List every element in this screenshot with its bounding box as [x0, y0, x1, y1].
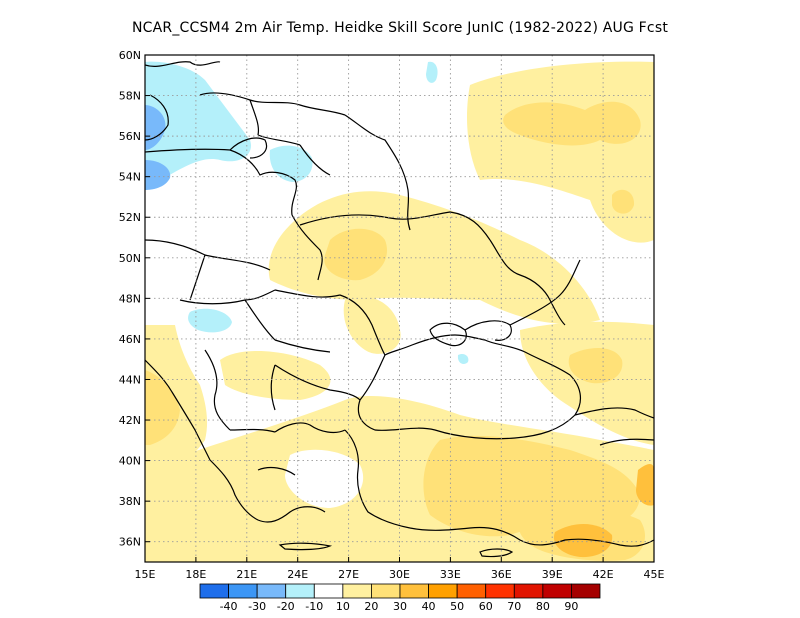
lat-tick-label: 58N [119, 90, 141, 103]
lat-tick-label: 40N [119, 455, 141, 468]
skill-area-romania [220, 350, 331, 400]
coastline-turkey-south [409, 526, 654, 547]
coastline-greece [209, 459, 326, 523]
colorbar-swatch [199, 583, 229, 599]
coastline-black-sea [357, 334, 582, 440]
skill-area-ukraine-core [324, 228, 388, 281]
latitude-axis: 60N 58N 56N 54N 52N 50N 48N 46N 44N 42N 40N 38N 36N [119, 49, 150, 549]
border-ukraine-belarus [299, 211, 491, 241]
colorbar-label: -20 [277, 600, 295, 613]
skill-area-russia-east [612, 189, 635, 214]
lon-tick-label: 39E [542, 568, 563, 581]
colorbar-swatch [371, 583, 401, 599]
island-crete [278, 542, 333, 551]
colorbar-label: -40 [220, 600, 238, 613]
border-moldova [339, 294, 386, 356]
coastlines [145, 61, 654, 558]
lat-tick-label: 56N [119, 130, 141, 143]
colorbar-label: 20 [364, 600, 378, 613]
lon-tick-label: 42E [593, 568, 614, 581]
skill-area-aegean-white [285, 449, 364, 508]
skill-area-anatolia-orange [553, 524, 613, 558]
skill-area-baltic-west [145, 61, 251, 185]
border-central-europe [145, 239, 276, 305]
border-baltic-states [249, 99, 331, 176]
colorbar-label: 70 [507, 600, 521, 613]
colorbar-label: 30 [393, 600, 407, 613]
skill-area-crimea [457, 353, 469, 364]
lat-tick-label: 36N [119, 536, 141, 549]
colorbar-label: 60 [479, 600, 493, 613]
lon-tick-label: 45E [644, 568, 665, 581]
colorbar-label: -10 [305, 600, 323, 613]
lon-tick-label: 30E [389, 568, 410, 581]
skill-area-caucasus-core [568, 348, 623, 384]
colorbar-swatch [485, 583, 515, 599]
lon-tick-label: 15E [135, 568, 156, 581]
coastline-gulf-finland [199, 92, 346, 116]
border-bulgaria [270, 364, 361, 411]
lat-tick-label: 46N [119, 333, 141, 346]
colorbar-label: 40 [422, 600, 436, 613]
skill-area-russia-nw [426, 61, 438, 83]
colorbar-label: -30 [248, 600, 266, 613]
skill-area-caucasus [520, 321, 654, 445]
graticule [145, 55, 654, 562]
coastline-crimea [429, 322, 467, 347]
border-caucasus [574, 407, 654, 446]
island-cyprus [479, 548, 514, 558]
colorbar-swatch [399, 583, 429, 599]
skill-area-russia-core [503, 101, 641, 146]
coastline-gulf-riga [229, 137, 268, 159]
colorbar-swatch [571, 583, 601, 599]
lon-tick-label: 36E [491, 568, 512, 581]
colorbar-label: 90 [564, 600, 578, 613]
lon-tick-label: 27E [338, 568, 359, 581]
map-title: NCAR_CCSM4 2m Air Temp. Heidke Skill Sco… [131, 20, 669, 36]
coastline-baltic-south [145, 148, 297, 216]
skill-area-baltic-south [145, 160, 171, 190]
colorbar-swatch [256, 583, 287, 599]
lat-tick-label: 38N [119, 495, 141, 508]
lat-tick-label: 54N [119, 171, 141, 184]
colorbar-swatch [313, 583, 344, 599]
lat-tick-label: 44N [119, 373, 141, 386]
colorbar-swatch [456, 583, 487, 599]
coastline-sea-of-azov [509, 259, 581, 326]
border-balkans [204, 349, 346, 434]
coastline-turkey-west [344, 429, 411, 529]
lat-tick-label: 42N [119, 414, 141, 427]
border-poland-belarus [291, 214, 323, 281]
skill-area-adriatic-core [145, 370, 180, 445]
lat-tick-label: 60N [119, 49, 141, 62]
colorbar-swatch [285, 583, 315, 599]
lon-tick-label: 24E [287, 568, 308, 581]
colorbar-label: 50 [450, 600, 464, 613]
colorbar-swatch [513, 583, 544, 599]
colorbar-swatch [228, 583, 258, 599]
colorbar-swatch [542, 583, 572, 599]
coastline-scandinavia [145, 61, 221, 141]
lon-tick-label: 18E [185, 568, 206, 581]
coastline-adriatic [145, 359, 211, 461]
lon-tick-label: 21E [236, 568, 257, 581]
lat-tick-label: 50N [119, 252, 141, 265]
colorbar-label: 10 [336, 600, 350, 613]
border-hungary-romania [244, 289, 341, 353]
colorbar-swatch [342, 583, 372, 599]
lat-tick-label: 52N [119, 211, 141, 224]
border-ukraine-russia [489, 239, 566, 326]
longitude-axis: 15E 18E 21E 24E 27E 30E 33E 36E 39E 42E 45E [135, 557, 665, 581]
lat-tick-label: 48N [119, 292, 141, 305]
skill-area-poland [188, 308, 232, 333]
lon-tick-label: 33E [440, 568, 461, 581]
colorbar-swatch [428, 583, 458, 599]
skill-area-caucasus-east [636, 464, 654, 506]
colorbar: -40 -30 -20 -10 10 20 30 40 50 60 70 80 90 [199, 583, 601, 613]
colorbar-label: 80 [536, 600, 550, 613]
